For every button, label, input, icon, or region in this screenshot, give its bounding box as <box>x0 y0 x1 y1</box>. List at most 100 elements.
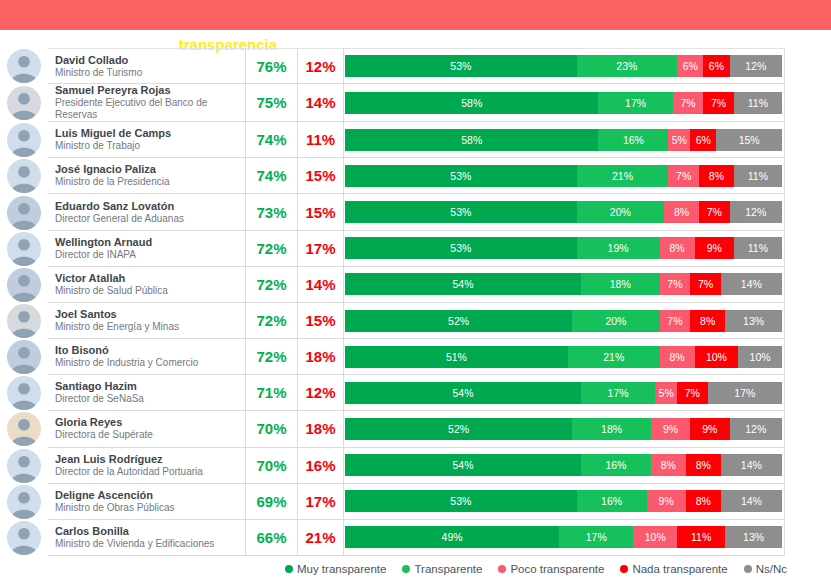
official-role: Ministro de la Presidencia <box>55 176 170 188</box>
bar-segment: 17% <box>581 382 655 404</box>
legend-label: Ns/Nc <box>756 563 787 575</box>
bar-segment: 5% <box>668 129 690 151</box>
official-info: Wellington Arnaud Director de INAPA <box>48 231 246 267</box>
avatar-cell <box>0 303 48 339</box>
person-icon <box>7 196 41 230</box>
negative-total: 12% <box>298 48 344 84</box>
positive-total: 73% <box>246 194 298 230</box>
bar-segment: 10% <box>738 346 782 368</box>
official-name: Santiago Hazim <box>55 380 137 393</box>
avatar-cell <box>0 48 48 84</box>
avatar-cell <box>0 122 48 158</box>
avatar <box>7 304 41 338</box>
bar-segment: 8% <box>660 237 695 259</box>
bar-segment: 21% <box>568 346 660 368</box>
negative-total: 18% <box>298 411 344 447</box>
avatar <box>7 196 41 230</box>
official-info: Deligne Ascención Ministro de Obras Públ… <box>48 484 246 520</box>
avatar <box>7 412 41 446</box>
official-info: Luis Miguel de Camps Ministro de Trabajo <box>48 122 246 158</box>
bar-cell: 51%21%8%10%10% <box>344 339 785 375</box>
legend-dot-icon <box>498 565 506 573</box>
bar-segment: 6% <box>690 129 716 151</box>
stacked-bar: 53%16%9%8%14% <box>345 490 782 512</box>
bar-cell: 54%17%5%7%17% <box>344 375 785 411</box>
bar-segment: 14% <box>721 454 782 476</box>
table-row: Eduardo Sanz Lovatón Director General de… <box>0 194 785 230</box>
header-banner: ¿Cómo evalúa la transparencia de los sig… <box>0 0 831 30</box>
bar-segment: 15% <box>716 129 782 151</box>
official-name: José Ignacio Paliza <box>55 163 156 176</box>
official-info: Eduardo Sanz Lovatón Director General de… <box>48 194 246 230</box>
bar-segment: 49% <box>345 526 559 548</box>
bar-segment: 12% <box>730 201 782 223</box>
official-info: Jean Luis Rodríguez Director de la Autor… <box>48 448 246 484</box>
table-row: Jean Luis Rodríguez Director de la Autor… <box>0 448 785 484</box>
bar-cell: 53%19%8%9%11% <box>344 231 785 267</box>
bar-cell: 53%16%9%8%14% <box>344 484 785 520</box>
stacked-bar: 54%18%7%7%14% <box>345 273 782 295</box>
bar-segment: 17% <box>598 92 672 114</box>
official-role: Director General de Aduanas <box>55 213 184 225</box>
legend-label: Poco transparente <box>510 563 604 575</box>
positive-total: 72% <box>246 231 298 267</box>
negative-total: 17% <box>298 231 344 267</box>
avatar <box>7 159 41 193</box>
bar-segment: 58% <box>345 92 598 114</box>
negative-total: 12% <box>298 375 344 411</box>
person-icon <box>7 49 41 83</box>
bar-segment: 12% <box>730 55 782 77</box>
bar-segment: 7% <box>668 165 699 187</box>
bar-segment: 8% <box>686 490 721 512</box>
official-name: Jean Luis Rodríguez <box>55 453 163 466</box>
stacked-bar: 52%20%7%8%13% <box>345 310 782 332</box>
stacked-bar: 49%17%10%11%13% <box>345 526 782 548</box>
table-row: Carlos Bonilla Ministro de Vivienda y Ed… <box>0 520 785 556</box>
official-name: Carlos Bonilla <box>55 525 129 538</box>
legend: Muy transparente Transparente Poco trans… <box>0 563 831 575</box>
legend-item: Muy transparente <box>285 563 387 575</box>
person-icon <box>7 86 41 120</box>
bar-segment: 6% <box>703 55 729 77</box>
stacked-bar: 58%16%5%6%15% <box>345 129 782 151</box>
table-row: Santiago Hazim Director de SeNaSa 71% 12… <box>0 375 785 411</box>
table-row: José Ignacio Paliza Ministro de la Presi… <box>0 158 785 194</box>
bar-segment: 7% <box>660 273 691 295</box>
bar-segment: 54% <box>345 454 581 476</box>
negative-total: 17% <box>298 484 344 520</box>
avatar-cell <box>0 84 48 122</box>
stacked-bar: 53%20%8%7%12% <box>345 201 782 223</box>
stacked-bar: 51%21%8%10%10% <box>345 346 782 368</box>
avatar-cell <box>0 231 48 267</box>
bar-segment: 53% <box>345 55 577 77</box>
person-icon <box>7 159 41 193</box>
bar-segment: 52% <box>345 418 572 440</box>
avatar <box>7 485 41 519</box>
bar-cell: 52%20%7%8%13% <box>344 303 785 339</box>
person-icon <box>7 412 41 446</box>
official-info: Carlos Bonilla Ministro de Vivienda y Ed… <box>48 520 246 556</box>
bar-cell: 54%18%7%7%14% <box>344 267 785 303</box>
person-icon <box>7 232 41 266</box>
table-row: Samuel Pereyra Rojas Presidente Ejecutiv… <box>0 84 785 122</box>
negative-total: 15% <box>298 303 344 339</box>
official-name: Deligne Ascención <box>55 489 153 502</box>
official-info: Victor Atallah Ministro de Salud Pública <box>48 267 246 303</box>
bar-cell: 53%23%6%6%12% <box>344 48 785 84</box>
bar-segment: 17% <box>708 382 782 404</box>
bar-segment: 7% <box>703 92 734 114</box>
legend-item: Nada transparente <box>620 563 727 575</box>
table-row: Gloria Reyes Directora de Supérate 70% 1… <box>0 411 785 447</box>
bar-segment: 18% <box>572 418 651 440</box>
person-icon <box>7 268 41 302</box>
negative-total: 15% <box>298 158 344 194</box>
positive-total: 72% <box>246 267 298 303</box>
bar-segment: 20% <box>572 310 659 332</box>
bar-segment: 8% <box>699 165 734 187</box>
positive-total: 70% <box>246 448 298 484</box>
bar-segment: 53% <box>345 490 577 512</box>
official-info: Santiago Hazim Director de SeNaSa <box>48 375 246 411</box>
official-name: Victor Atallah <box>55 272 125 285</box>
bar-segment: 9% <box>647 490 686 512</box>
official-info: Ito Bisonó Ministro de Industria y Comer… <box>48 339 246 375</box>
